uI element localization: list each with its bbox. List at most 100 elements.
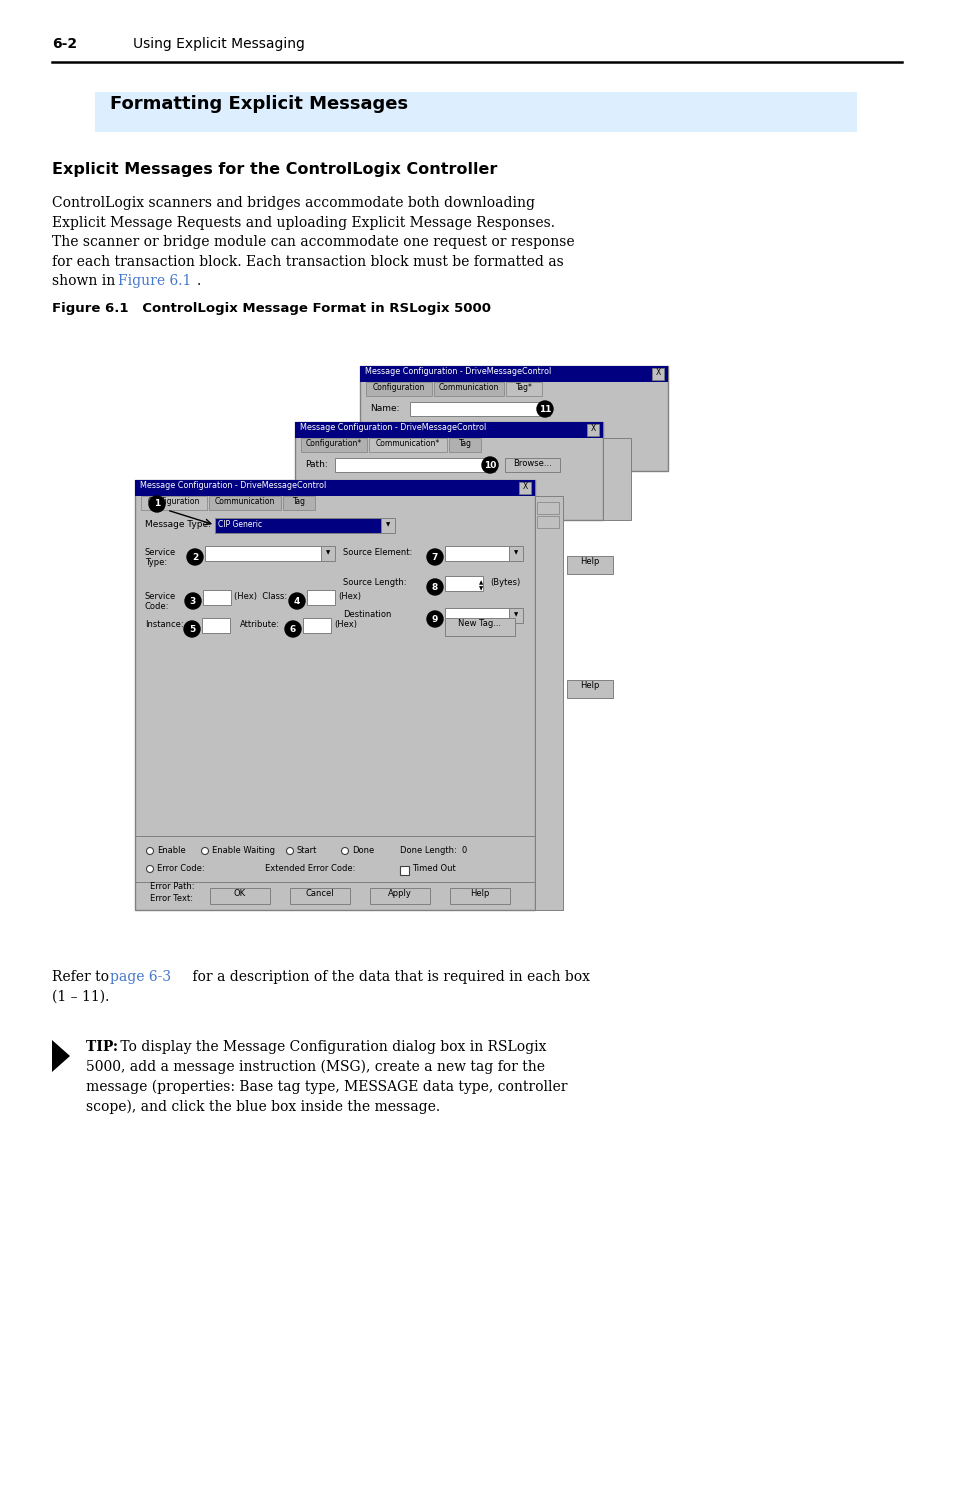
Text: Destination: Destination: [343, 610, 391, 619]
Text: Source Length:: Source Length:: [343, 578, 406, 587]
Bar: [135, 480, 535, 497]
Text: (Hex): (Hex): [334, 620, 356, 629]
Text: 9: 9: [432, 614, 437, 623]
Circle shape: [187, 549, 203, 565]
Bar: [444, 619, 515, 636]
Text: Service: Service: [145, 549, 176, 558]
Bar: [449, 439, 480, 452]
Text: Explicit Messages for the ControlLogix Controller: Explicit Messages for the ControlLogix C…: [52, 162, 497, 177]
Bar: [205, 546, 320, 561]
Text: Path:: Path:: [305, 459, 328, 468]
Text: ▼: ▼: [514, 613, 517, 617]
Text: Type:: Type:: [145, 558, 167, 567]
Bar: [380, 517, 395, 532]
Text: 6-2: 6-2: [52, 37, 77, 51]
Bar: [202, 619, 230, 633]
Text: Apply: Apply: [388, 889, 412, 898]
Bar: [141, 497, 207, 510]
Text: Communication: Communication: [214, 497, 274, 506]
Circle shape: [427, 611, 442, 628]
Text: To display the Message Configuration dialog box in RSLogix: To display the Message Configuration dia…: [116, 1039, 546, 1054]
Bar: [359, 366, 667, 382]
Bar: [450, 888, 510, 904]
Text: The scanner or bridge module can accommodate one request or response: The scanner or bridge module can accommo…: [52, 235, 574, 248]
Text: Communication*: Communication*: [375, 439, 439, 448]
Circle shape: [184, 622, 200, 636]
Circle shape: [147, 865, 153, 873]
Text: 5000, add a message instruction (MSG), create a new tag for the: 5000, add a message instruction (MSG), c…: [86, 1060, 544, 1075]
Text: for a description of the data that is required in each box: for a description of the data that is re…: [188, 970, 589, 984]
Circle shape: [201, 848, 209, 855]
Circle shape: [427, 549, 442, 565]
Bar: [294, 422, 602, 439]
Text: Formatting Explicit Messages: Formatting Explicit Messages: [110, 95, 408, 113]
Text: for each transaction block. Each transaction block must be formatted as: for each transaction block. Each transac…: [52, 254, 563, 269]
Text: Service: Service: [145, 592, 176, 601]
Text: Message Configuration - DriveMessageControl: Message Configuration - DriveMessageCont…: [365, 367, 551, 376]
Text: .: .: [196, 274, 201, 288]
Bar: [566, 556, 613, 574]
Bar: [410, 401, 550, 416]
Text: OK: OK: [233, 889, 246, 898]
Text: ▼: ▼: [514, 550, 517, 556]
Text: 2: 2: [192, 553, 198, 562]
Text: Configuration*: Configuration*: [306, 439, 362, 448]
Bar: [518, 482, 531, 494]
Bar: [444, 575, 482, 590]
Text: Attribute:: Attribute:: [240, 620, 280, 629]
Text: Code:: Code:: [145, 602, 170, 611]
Text: Help: Help: [579, 681, 599, 690]
Bar: [320, 546, 335, 561]
Text: ▼: ▼: [478, 586, 483, 590]
Text: TIP:: TIP:: [86, 1039, 123, 1054]
Text: Enable Waiting: Enable Waiting: [212, 846, 274, 855]
Text: CIP Generic: CIP Generic: [218, 520, 262, 529]
Bar: [509, 546, 522, 561]
Text: Help: Help: [579, 558, 599, 567]
Text: New Tag...: New Tag...: [458, 619, 501, 628]
Bar: [290, 888, 350, 904]
Bar: [509, 608, 522, 623]
Text: Source Element:: Source Element:: [343, 549, 412, 558]
Text: Message Type:: Message Type:: [145, 520, 211, 529]
Text: message (properties: Base tag type, MESSAGE data type, controller: message (properties: Base tag type, MESS…: [86, 1080, 567, 1094]
Text: (Hex): (Hex): [337, 592, 360, 601]
Bar: [95, 92, 856, 132]
Circle shape: [289, 593, 305, 610]
Text: 1: 1: [153, 500, 160, 509]
Bar: [586, 424, 598, 436]
Text: Figure 6.1   ControlLogix Message Format in RSLogix 5000: Figure 6.1 ControlLogix Message Format i…: [52, 302, 491, 315]
Text: ▼: ▼: [385, 522, 390, 528]
Text: Name:: Name:: [370, 404, 399, 413]
Bar: [399, 865, 409, 874]
Text: X: X: [590, 424, 595, 433]
Bar: [602, 439, 630, 520]
Bar: [505, 382, 541, 396]
Bar: [366, 382, 432, 396]
Text: ControlLogix scanners and bridges accommodate both downloading: ControlLogix scanners and bridges accomm…: [52, 196, 535, 210]
Circle shape: [185, 593, 201, 610]
Circle shape: [537, 401, 553, 416]
Circle shape: [149, 497, 165, 512]
Text: Done: Done: [352, 846, 374, 855]
Bar: [370, 888, 430, 904]
Text: 3: 3: [190, 596, 196, 605]
Text: 11: 11: [538, 404, 551, 413]
Text: Figure 6.1: Figure 6.1: [118, 274, 192, 288]
Bar: [444, 608, 509, 623]
Bar: [214, 517, 380, 532]
Text: Message Configuration - DriveMessageControl: Message Configuration - DriveMessageCont…: [140, 480, 326, 491]
Bar: [307, 590, 335, 605]
Text: Tag*: Tag*: [515, 384, 532, 393]
Bar: [210, 888, 270, 904]
Bar: [203, 590, 231, 605]
Bar: [301, 439, 367, 452]
Text: 8: 8: [432, 583, 437, 592]
Bar: [303, 619, 331, 633]
Text: Tag: Tag: [293, 497, 305, 506]
Bar: [566, 680, 613, 697]
Text: 6: 6: [290, 625, 295, 633]
Bar: [369, 439, 447, 452]
Text: 10: 10: [483, 461, 496, 470]
Text: Configuration: Configuration: [148, 497, 200, 506]
